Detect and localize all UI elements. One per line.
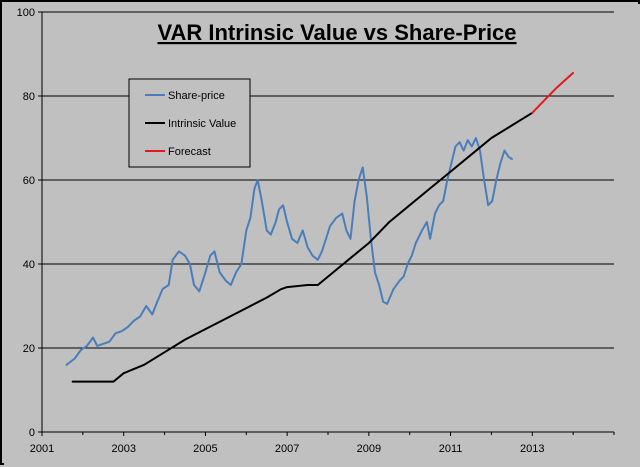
legend-label-share-price: Share-price <box>168 90 225 102</box>
chart-title: VAR Intrinsic Value vs Share-Price <box>157 20 516 45</box>
y-tick-label: 60 <box>23 175 35 187</box>
legend-label-forecast: Forecast <box>168 146 211 158</box>
y-tick-label: 80 <box>23 91 35 103</box>
y-tick-label: 40 <box>23 259 35 271</box>
legend-label-intrinsic-value: Intrinsic Value <box>168 118 236 130</box>
x-tick-label: 2007 <box>275 443 299 455</box>
y-axis-ticks: 0 20 40 60 80 100 <box>17 7 42 439</box>
legend: Share-price Intrinsic Value Forecast <box>128 78 251 168</box>
chart-background <box>4 4 640 465</box>
x-tick-label: 2013 <box>520 443 544 455</box>
y-tick-label: 100 <box>17 7 35 19</box>
y-tick-label: 20 <box>23 343 35 355</box>
series-line-forecast <box>531 71 575 114</box>
x-tick-label: 2001 <box>30 443 54 455</box>
x-tick-label: 2011 <box>439 443 463 455</box>
x-tick-label: 2009 <box>357 443 381 455</box>
x-axis-ticks: 2001 2003 2005 2007 2009 2011 2013 <box>30 432 615 455</box>
series-lines <box>65 71 575 383</box>
series-line-intrinsic-value <box>71 111 534 383</box>
x-tick-label: 2003 <box>111 443 135 455</box>
x-tick-label: 2005 <box>193 443 217 455</box>
y-tick-label: 0 <box>29 427 35 439</box>
